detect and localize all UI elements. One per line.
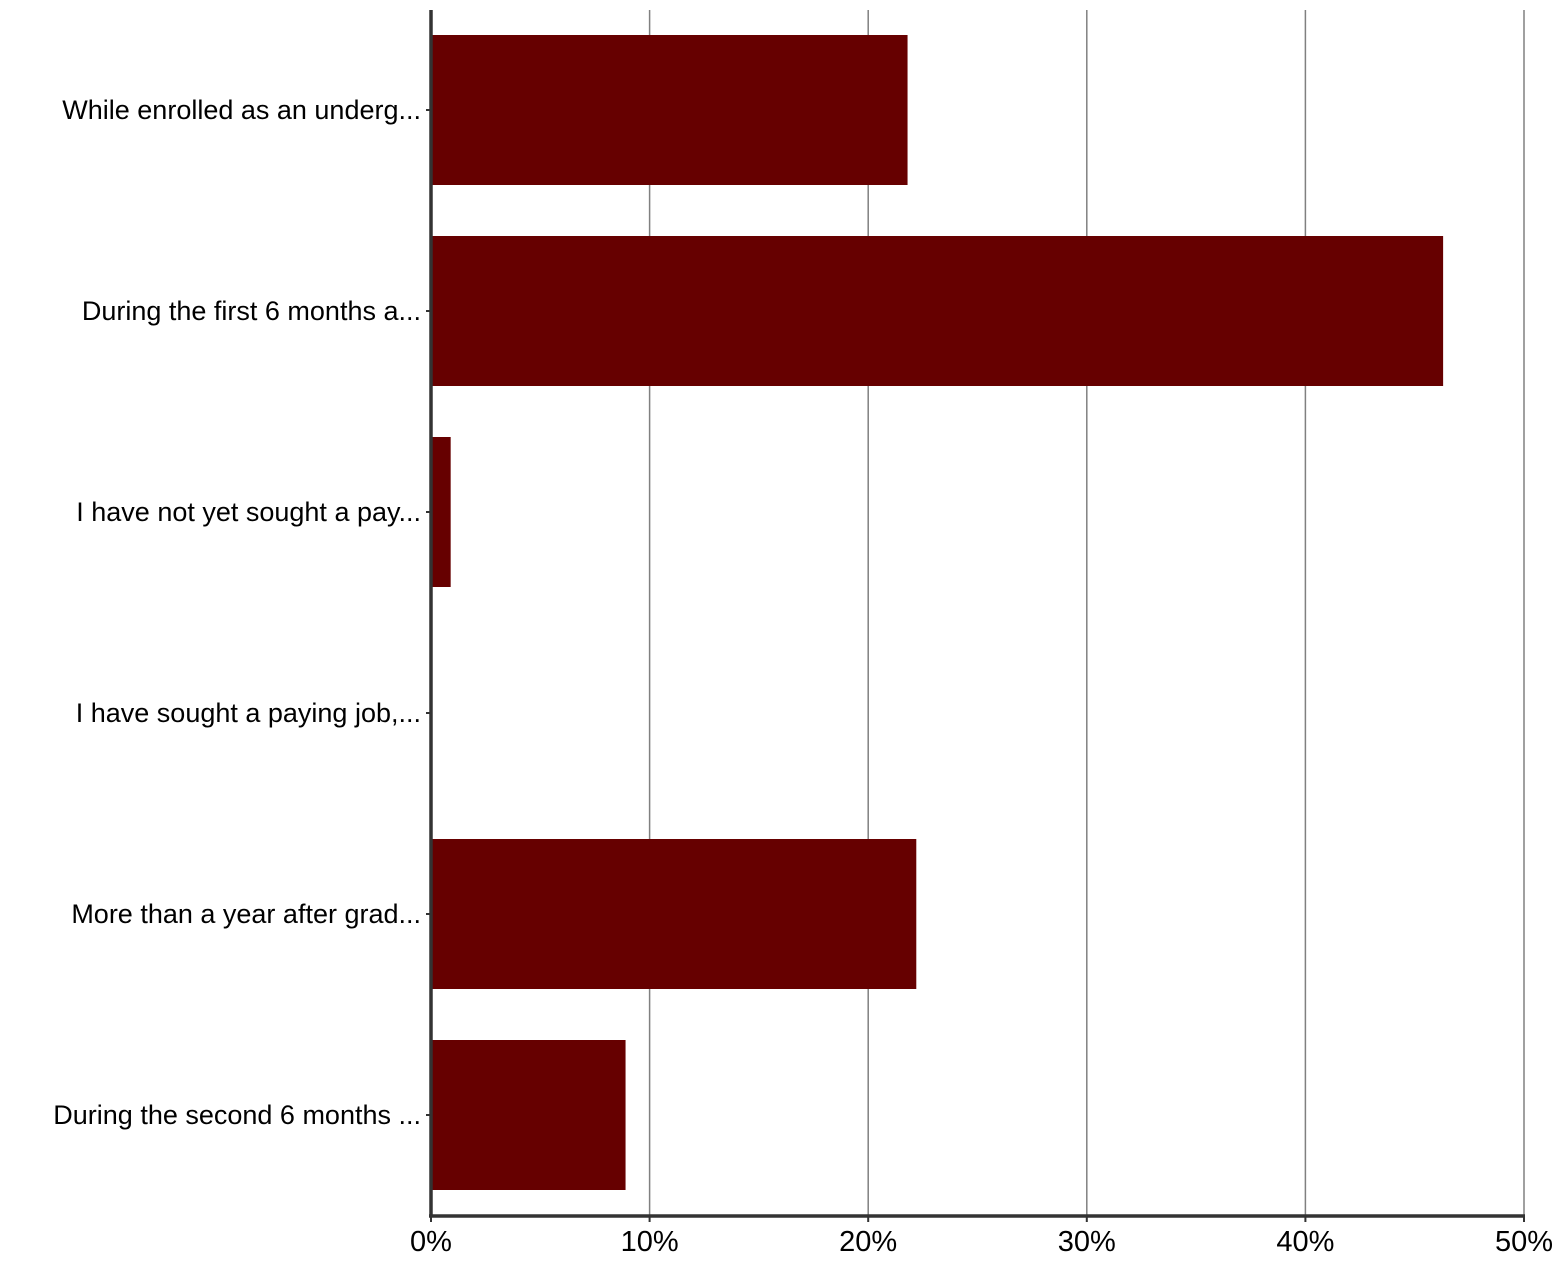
- x-tick-label: 50%: [1495, 1226, 1553, 1258]
- category-label: During the first 6 months a...: [82, 296, 421, 326]
- bars: [431, 35, 1444, 1190]
- bar: [431, 437, 451, 587]
- category-label: I have sought a paying job,...: [76, 698, 421, 728]
- bar: [431, 1040, 626, 1190]
- x-tick-label: 30%: [1058, 1226, 1116, 1258]
- category-label: More than a year after grad...: [71, 899, 421, 929]
- x-tick-label: 40%: [1276, 1226, 1334, 1258]
- bar: [431, 839, 917, 989]
- category-labels: While enrolled as an underg... During the…: [53, 95, 421, 1130]
- category-label: I have not yet sought a pay...: [76, 497, 421, 527]
- x-tick-label: 10%: [621, 1226, 679, 1258]
- bar: [431, 236, 1444, 386]
- x-tick-label: 0%: [410, 1226, 452, 1258]
- bar: [431, 35, 908, 185]
- x-tick-label: 20%: [839, 1226, 897, 1258]
- category-label: During the second 6 months ...: [53, 1100, 421, 1130]
- gridlines: [648, 10, 1525, 1216]
- category-label: While enrolled as an underg...: [62, 95, 421, 125]
- axes: [426, 10, 1525, 1222]
- x-tick-labels: 0% 10% 20% 30% 40% 50%: [410, 1226, 1553, 1258]
